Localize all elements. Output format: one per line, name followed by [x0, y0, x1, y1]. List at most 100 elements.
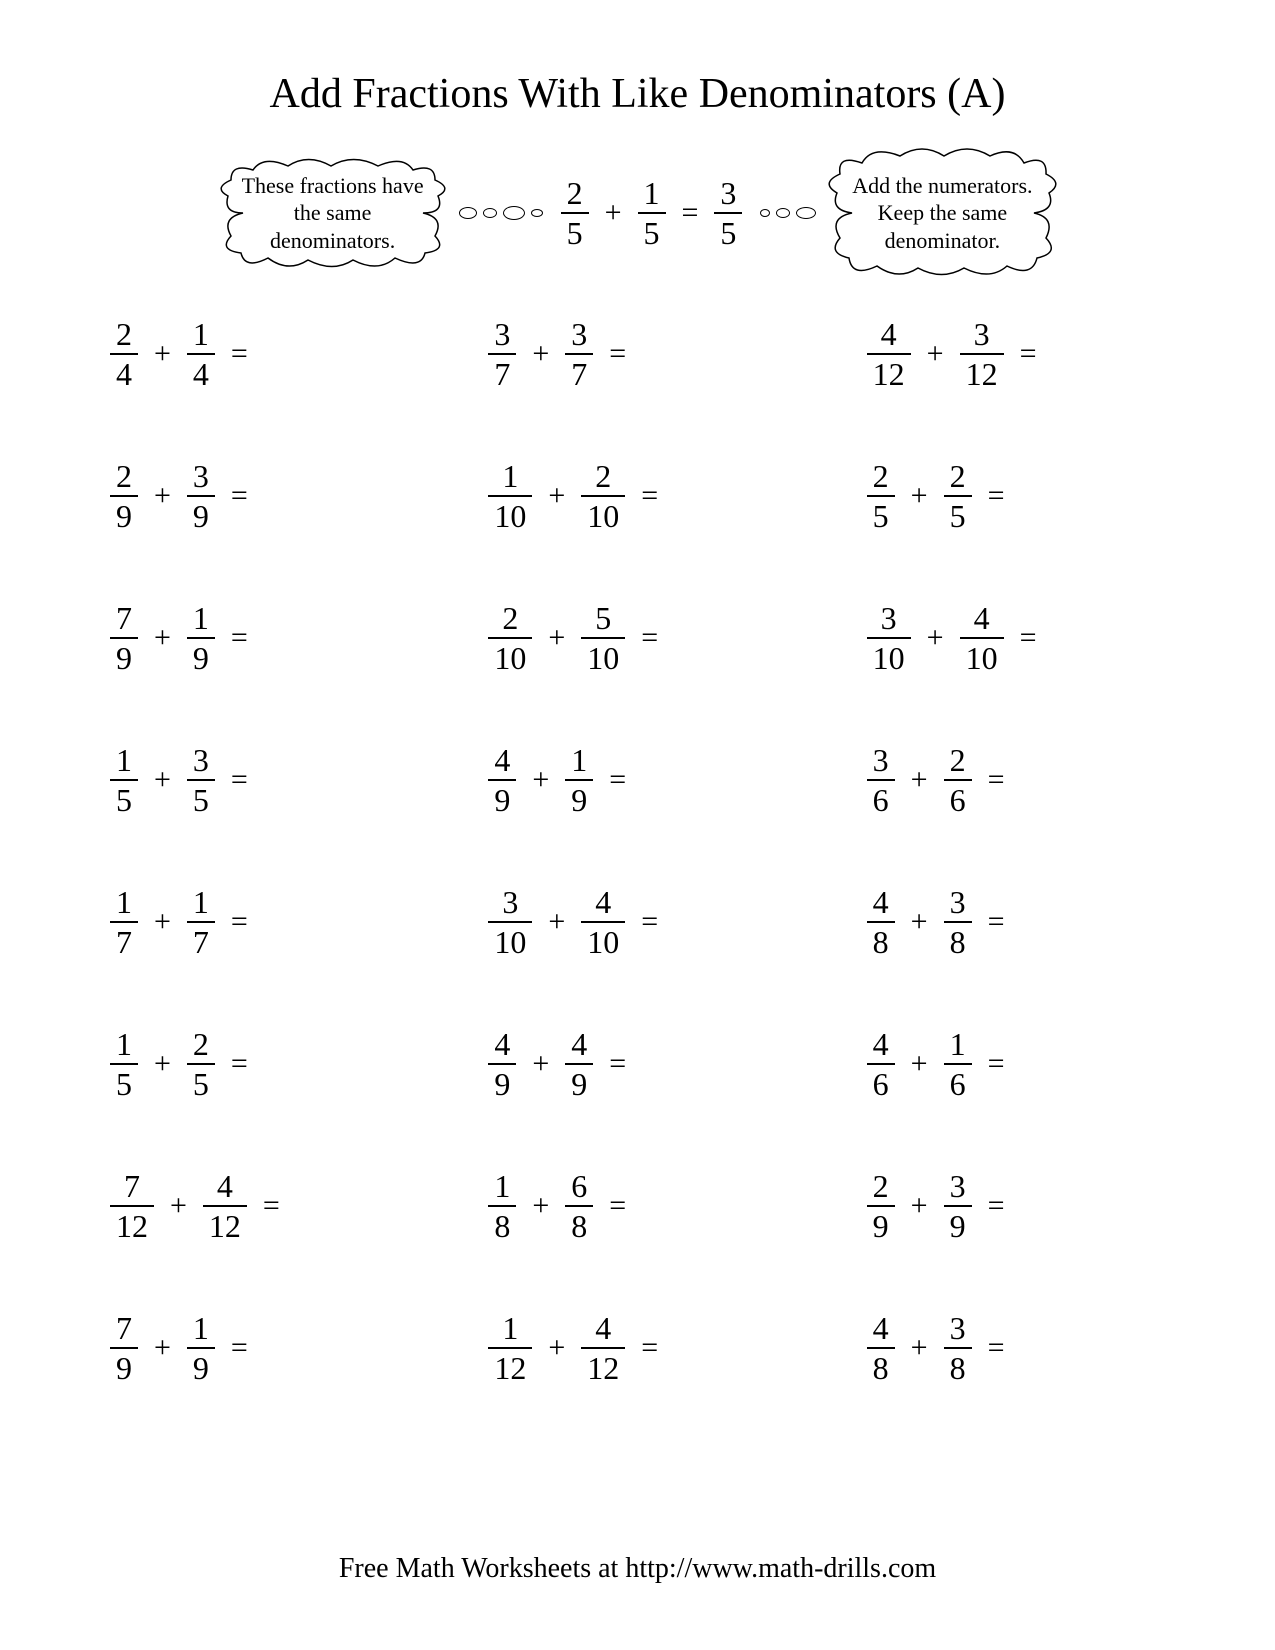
- fraction: 25: [867, 460, 895, 532]
- fraction: 68: [565, 1170, 593, 1242]
- equals-sign: =: [607, 1189, 628, 1223]
- fraction: 48: [867, 1312, 895, 1384]
- fraction: 112: [488, 1312, 532, 1384]
- equals-sign: =: [229, 1331, 250, 1365]
- equals-sign: =: [229, 905, 250, 939]
- plus-sign: +: [909, 905, 930, 939]
- plus-sign: +: [530, 763, 551, 797]
- plus-sign: +: [925, 621, 946, 655]
- fraction: 16: [944, 1028, 972, 1100]
- equals-sign: =: [1018, 621, 1039, 655]
- equals-sign: =: [1018, 337, 1039, 371]
- fraction: 39: [187, 460, 215, 532]
- fraction: 412: [867, 318, 911, 390]
- fraction: 26: [944, 744, 972, 816]
- plus-sign: +: [909, 1189, 930, 1223]
- problem: 49+19=: [478, 744, 796, 816]
- fraction: 2 5: [561, 177, 589, 249]
- fraction: 19: [565, 744, 593, 816]
- problem: 110+210=: [478, 460, 796, 532]
- example-row: These fractions have the same denominato…: [90, 138, 1185, 288]
- footer-text: Free Math Worksheets at http://www.math-…: [0, 1553, 1275, 1585]
- equals-sign: =: [639, 905, 660, 939]
- plus-sign: +: [530, 1189, 551, 1223]
- problem: 112+412=: [478, 1312, 796, 1384]
- fraction: 36: [867, 744, 895, 816]
- fraction: 310: [867, 602, 911, 674]
- fraction: 38: [944, 1312, 972, 1384]
- plus-sign: +: [546, 1331, 567, 1365]
- fraction: 15: [110, 744, 138, 816]
- problem: 412+312=: [857, 318, 1175, 390]
- fraction: 17: [110, 886, 138, 958]
- plus-sign: +: [909, 479, 930, 513]
- fraction: 24: [110, 318, 138, 390]
- fraction: 25: [944, 460, 972, 532]
- plus-sign: +: [546, 905, 567, 939]
- fraction: 14: [187, 318, 215, 390]
- problem: 48+38=: [857, 1312, 1175, 1384]
- plus-sign: +: [152, 479, 173, 513]
- equals-sign: =: [986, 763, 1007, 797]
- plus-sign: +: [152, 1047, 173, 1081]
- fraction: 25: [187, 1028, 215, 1100]
- fraction: 39: [944, 1170, 972, 1242]
- plus-sign: +: [152, 337, 173, 371]
- fraction: 37: [488, 318, 516, 390]
- plus-sign: +: [152, 621, 173, 655]
- fraction: 46: [867, 1028, 895, 1100]
- equals-sign: =: [261, 1189, 282, 1223]
- equals-sign: =: [229, 763, 250, 797]
- plus-sign: +: [168, 1189, 189, 1223]
- problem: 210+510=: [478, 602, 796, 674]
- problem: 49+49=: [478, 1028, 796, 1100]
- problem: 48+38=: [857, 886, 1175, 958]
- fraction: 15: [110, 1028, 138, 1100]
- problem: 310 +410 =: [857, 602, 1175, 674]
- thought-bubbles-left: [459, 206, 543, 220]
- equals-sign: =: [607, 337, 628, 371]
- fraction: 35: [187, 744, 215, 816]
- cloud-right-text: Add the numerators. Keep the same denomi…: [846, 172, 1038, 255]
- fraction: 38: [944, 886, 972, 958]
- problem: 36+26=: [857, 744, 1175, 816]
- fraction: 3 5: [714, 177, 742, 249]
- plus-sign: +: [546, 621, 567, 655]
- equals-sign: =: [229, 621, 250, 655]
- problem: 15 +25 =: [100, 1028, 418, 1100]
- plus-sign: +: [546, 479, 567, 513]
- instruction-cloud-right: Add the numerators. Keep the same denomi…: [822, 148, 1062, 278]
- fraction: 18: [488, 1170, 516, 1242]
- fraction: 410: [960, 602, 1004, 674]
- equals-sign: =: [229, 1047, 250, 1081]
- equals-sign: =: [639, 621, 660, 655]
- fraction: 49: [565, 1028, 593, 1100]
- fraction: 312: [960, 318, 1004, 390]
- problem: 79+19=: [100, 1312, 418, 1384]
- plus-sign: +: [530, 337, 551, 371]
- fraction: 79: [110, 602, 138, 674]
- equals-sign: =: [986, 1189, 1007, 1223]
- instruction-cloud-left: These fractions have the same denominato…: [213, 158, 453, 268]
- equals-sign: =: [986, 1331, 1007, 1365]
- fraction: 412: [203, 1170, 247, 1242]
- problems-grid: 24+14=37+37=412+312=29+39=110+210=25+25=…: [100, 318, 1175, 1384]
- equals-sign: =: [986, 1047, 1007, 1081]
- fraction: 210: [581, 460, 625, 532]
- problem: 18 +68 =: [478, 1170, 796, 1242]
- worksheet-page: Add Fractions With Like Denominators (A)…: [0, 0, 1275, 1650]
- fraction: 310: [488, 886, 532, 958]
- problem: 15+35=: [100, 744, 418, 816]
- problem: 29 +39 =: [857, 1170, 1175, 1242]
- plus-sign: +: [909, 1047, 930, 1081]
- page-title: Add Fractions With Like Denominators (A): [90, 70, 1185, 118]
- fraction: 29: [867, 1170, 895, 1242]
- equals-sign: =: [229, 337, 250, 371]
- fraction: 210: [488, 602, 532, 674]
- problem: 310+410=: [478, 886, 796, 958]
- plus-sign: +: [152, 905, 173, 939]
- fraction: 412: [581, 1312, 625, 1384]
- problem: 46 +16 =: [857, 1028, 1175, 1100]
- plus-sign: +: [530, 1047, 551, 1081]
- equals-sign: =: [680, 196, 701, 230]
